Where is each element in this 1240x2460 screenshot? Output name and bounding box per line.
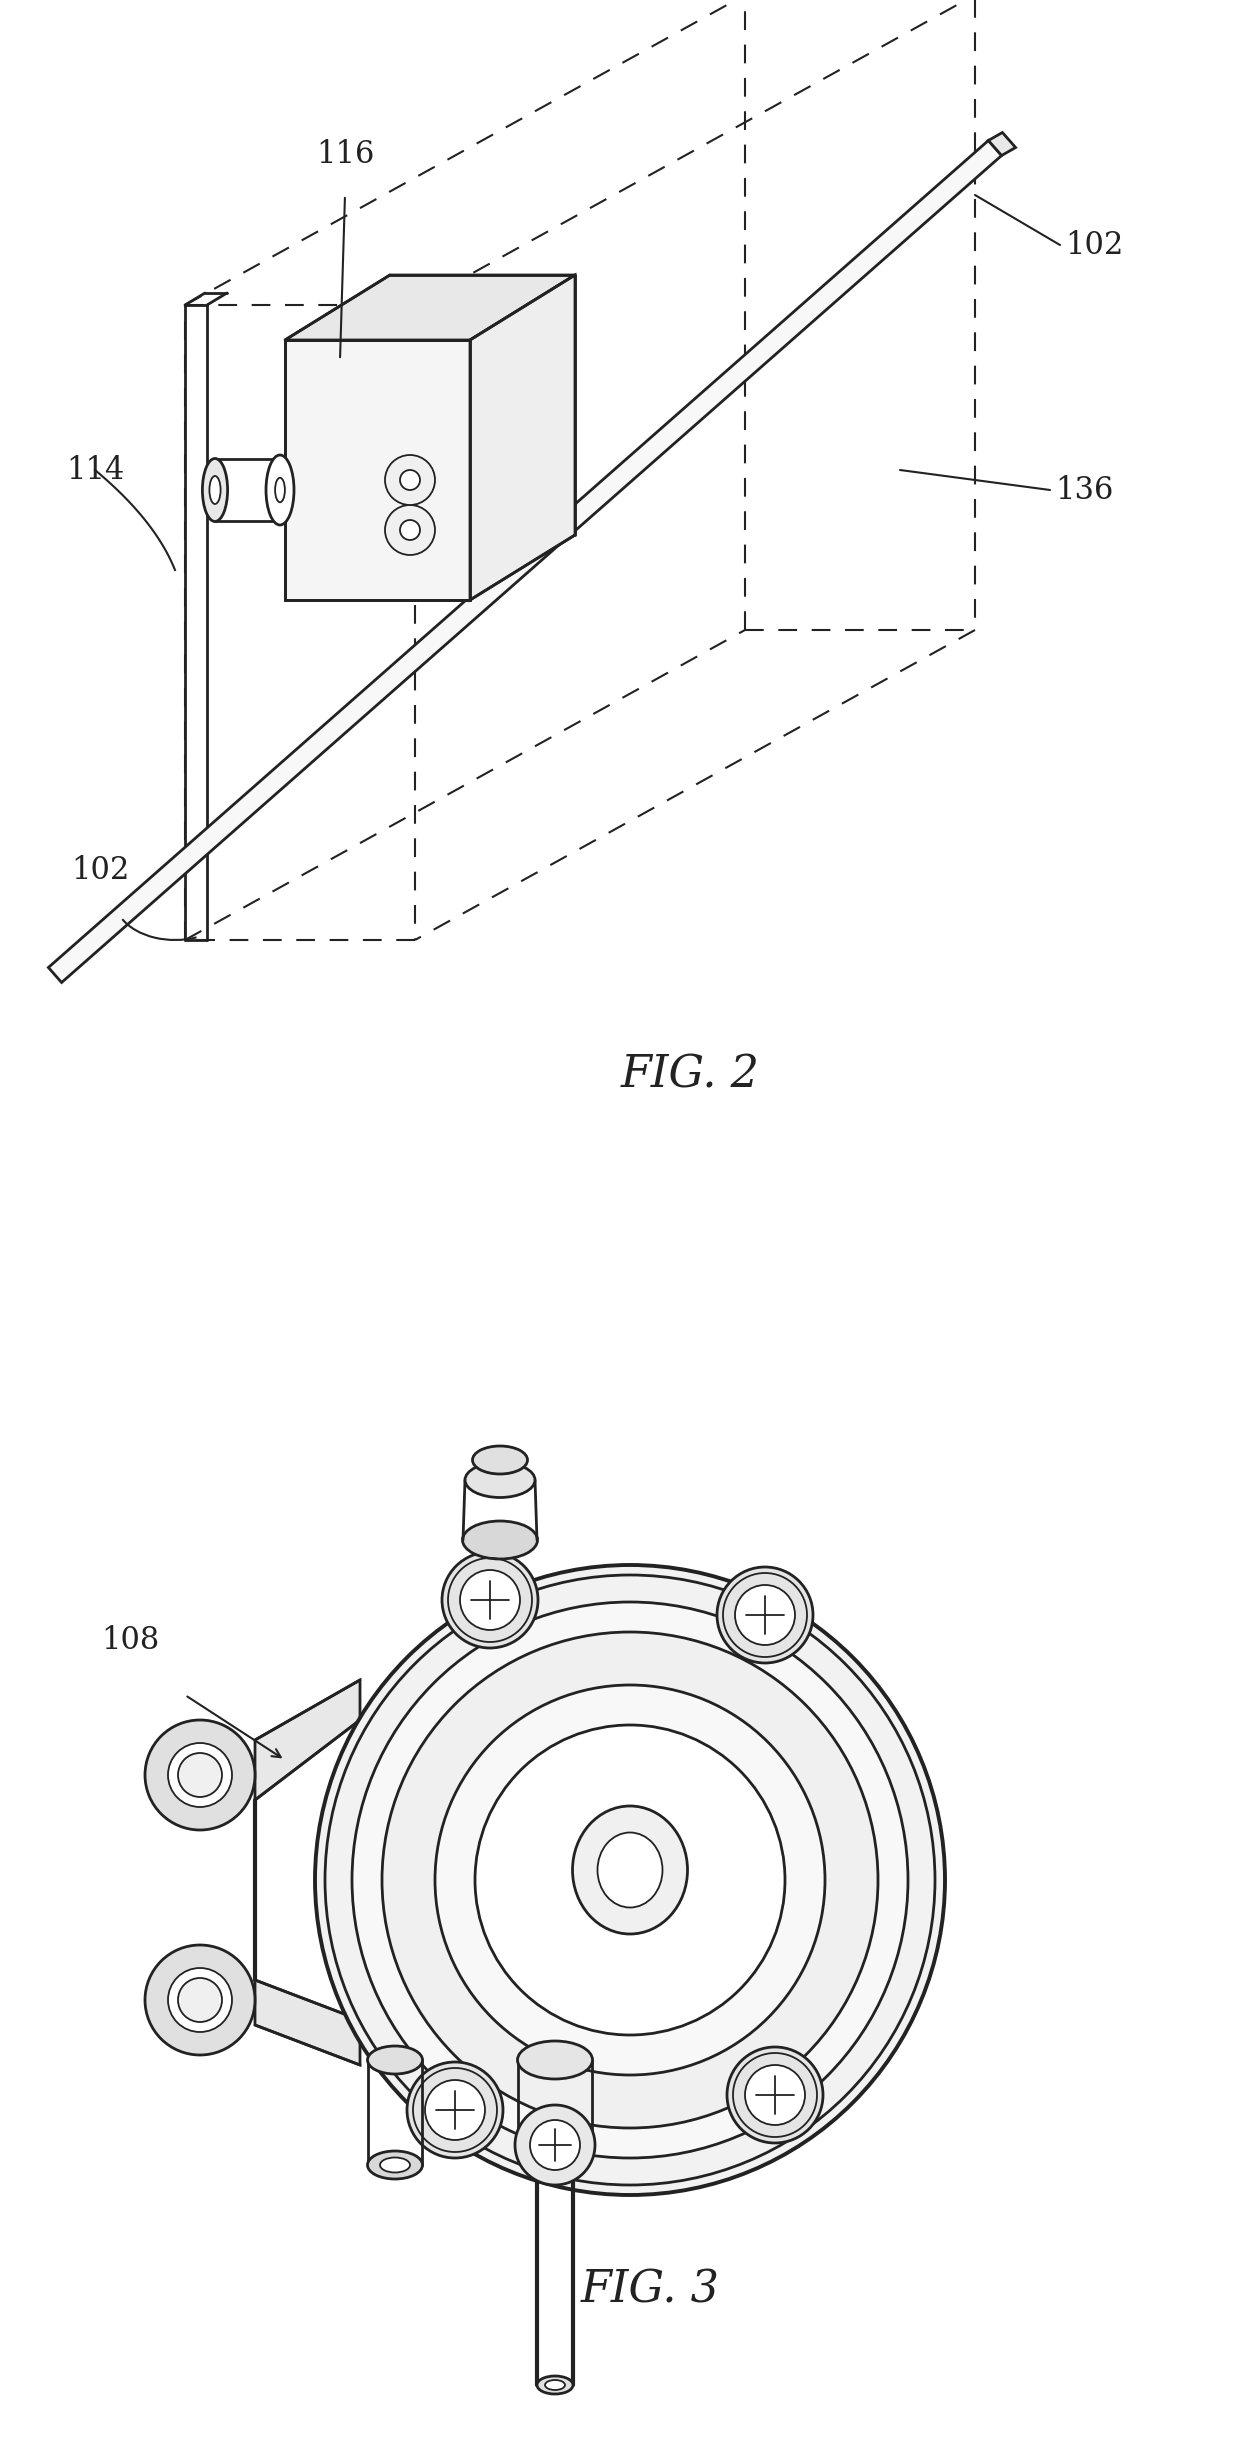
Ellipse shape: [463, 1520, 537, 1560]
Ellipse shape: [275, 477, 285, 502]
Circle shape: [167, 1744, 232, 1808]
Circle shape: [384, 455, 435, 504]
Polygon shape: [48, 140, 1002, 982]
Circle shape: [382, 1631, 878, 2128]
Circle shape: [179, 1978, 222, 2022]
Circle shape: [529, 2121, 580, 2170]
Ellipse shape: [537, 2376, 573, 2394]
Text: 102: 102: [71, 854, 129, 886]
Circle shape: [441, 1552, 538, 1648]
Text: 108: 108: [100, 1624, 159, 1656]
Ellipse shape: [367, 2150, 423, 2180]
Ellipse shape: [367, 2047, 423, 2074]
Circle shape: [727, 2047, 823, 2143]
Text: 114: 114: [66, 455, 124, 485]
Text: 116: 116: [316, 140, 374, 170]
Text: FIG. 2: FIG. 2: [620, 1053, 759, 1097]
Polygon shape: [255, 1980, 360, 2064]
Circle shape: [167, 1968, 232, 2032]
Circle shape: [407, 2061, 503, 2157]
Polygon shape: [285, 276, 575, 339]
Circle shape: [315, 1565, 945, 2194]
Circle shape: [515, 2106, 595, 2184]
Ellipse shape: [517, 2125, 593, 2165]
Circle shape: [745, 2064, 805, 2125]
Circle shape: [352, 1601, 908, 2157]
Circle shape: [460, 1569, 520, 1631]
Circle shape: [401, 519, 420, 541]
Ellipse shape: [465, 1464, 534, 1498]
Ellipse shape: [517, 2042, 593, 2079]
Circle shape: [435, 1685, 825, 2074]
Circle shape: [384, 504, 435, 556]
Circle shape: [475, 1724, 785, 2034]
Text: 136: 136: [1055, 475, 1114, 504]
Circle shape: [179, 1754, 222, 1796]
Polygon shape: [988, 133, 1016, 155]
Polygon shape: [470, 276, 575, 600]
Polygon shape: [255, 1680, 360, 1801]
Ellipse shape: [472, 1446, 527, 1474]
Ellipse shape: [267, 455, 294, 524]
Circle shape: [735, 1584, 795, 1646]
Ellipse shape: [210, 475, 221, 504]
Ellipse shape: [598, 1833, 662, 1906]
Ellipse shape: [202, 458, 228, 522]
Circle shape: [145, 1720, 255, 1830]
Circle shape: [717, 1567, 813, 1663]
Polygon shape: [285, 339, 470, 600]
Ellipse shape: [546, 2379, 565, 2391]
Ellipse shape: [573, 1806, 687, 1934]
Circle shape: [145, 1946, 255, 2054]
Text: FIG. 3: FIG. 3: [580, 2268, 719, 2312]
Ellipse shape: [379, 2157, 410, 2172]
Circle shape: [401, 470, 420, 490]
Text: 102: 102: [1065, 229, 1123, 261]
Circle shape: [425, 2081, 485, 2140]
